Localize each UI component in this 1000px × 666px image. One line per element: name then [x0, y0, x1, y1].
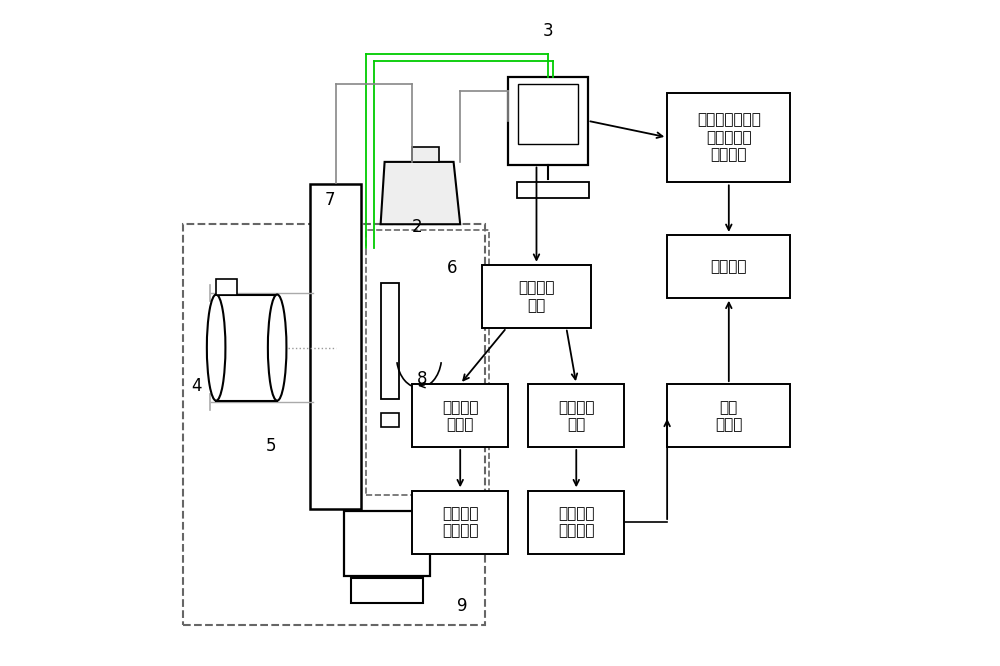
FancyBboxPatch shape: [667, 93, 790, 182]
Text: 4: 4: [192, 377, 202, 395]
FancyBboxPatch shape: [216, 294, 277, 401]
Text: 3: 3: [542, 22, 553, 40]
FancyBboxPatch shape: [667, 235, 790, 298]
FancyBboxPatch shape: [518, 85, 578, 144]
Ellipse shape: [268, 294, 286, 401]
Text: 所需
修整量: 所需 修整量: [715, 400, 742, 432]
FancyBboxPatch shape: [528, 491, 624, 553]
FancyBboxPatch shape: [351, 577, 423, 603]
Text: 判断是否
修整砂轮: 判断是否 修整砂轮: [558, 505, 595, 538]
FancyBboxPatch shape: [381, 283, 399, 399]
FancyBboxPatch shape: [216, 279, 237, 295]
FancyBboxPatch shape: [528, 384, 624, 448]
Text: 砂轮磨损
量大小: 砂轮磨损 量大小: [442, 400, 478, 432]
Text: 砂轮圆度
误差: 砂轮圆度 误差: [558, 400, 595, 432]
FancyBboxPatch shape: [412, 147, 439, 162]
FancyBboxPatch shape: [381, 412, 399, 427]
Text: 9: 9: [457, 597, 467, 615]
Text: 砂轮各处磨损、
圆度误差的
位置信息: 砂轮各处磨损、 圆度误差的 位置信息: [697, 113, 761, 163]
FancyBboxPatch shape: [667, 384, 790, 448]
FancyBboxPatch shape: [344, 511, 430, 575]
Text: 反馈机床
补偿进给: 反馈机床 补偿进给: [442, 505, 478, 538]
Polygon shape: [381, 162, 460, 224]
Text: 修整装置: 修整装置: [711, 259, 747, 274]
FancyBboxPatch shape: [310, 184, 361, 509]
Ellipse shape: [207, 294, 225, 401]
FancyBboxPatch shape: [482, 265, 591, 328]
FancyBboxPatch shape: [508, 77, 588, 165]
Text: 2: 2: [412, 218, 422, 236]
Text: 6: 6: [447, 259, 457, 277]
Text: 5: 5: [266, 437, 276, 455]
Text: 7: 7: [324, 191, 335, 209]
FancyBboxPatch shape: [517, 182, 589, 198]
FancyBboxPatch shape: [412, 491, 508, 553]
Text: 8: 8: [416, 370, 427, 388]
Text: 数据处理
程序: 数据处理 程序: [518, 280, 555, 313]
FancyBboxPatch shape: [412, 384, 508, 448]
